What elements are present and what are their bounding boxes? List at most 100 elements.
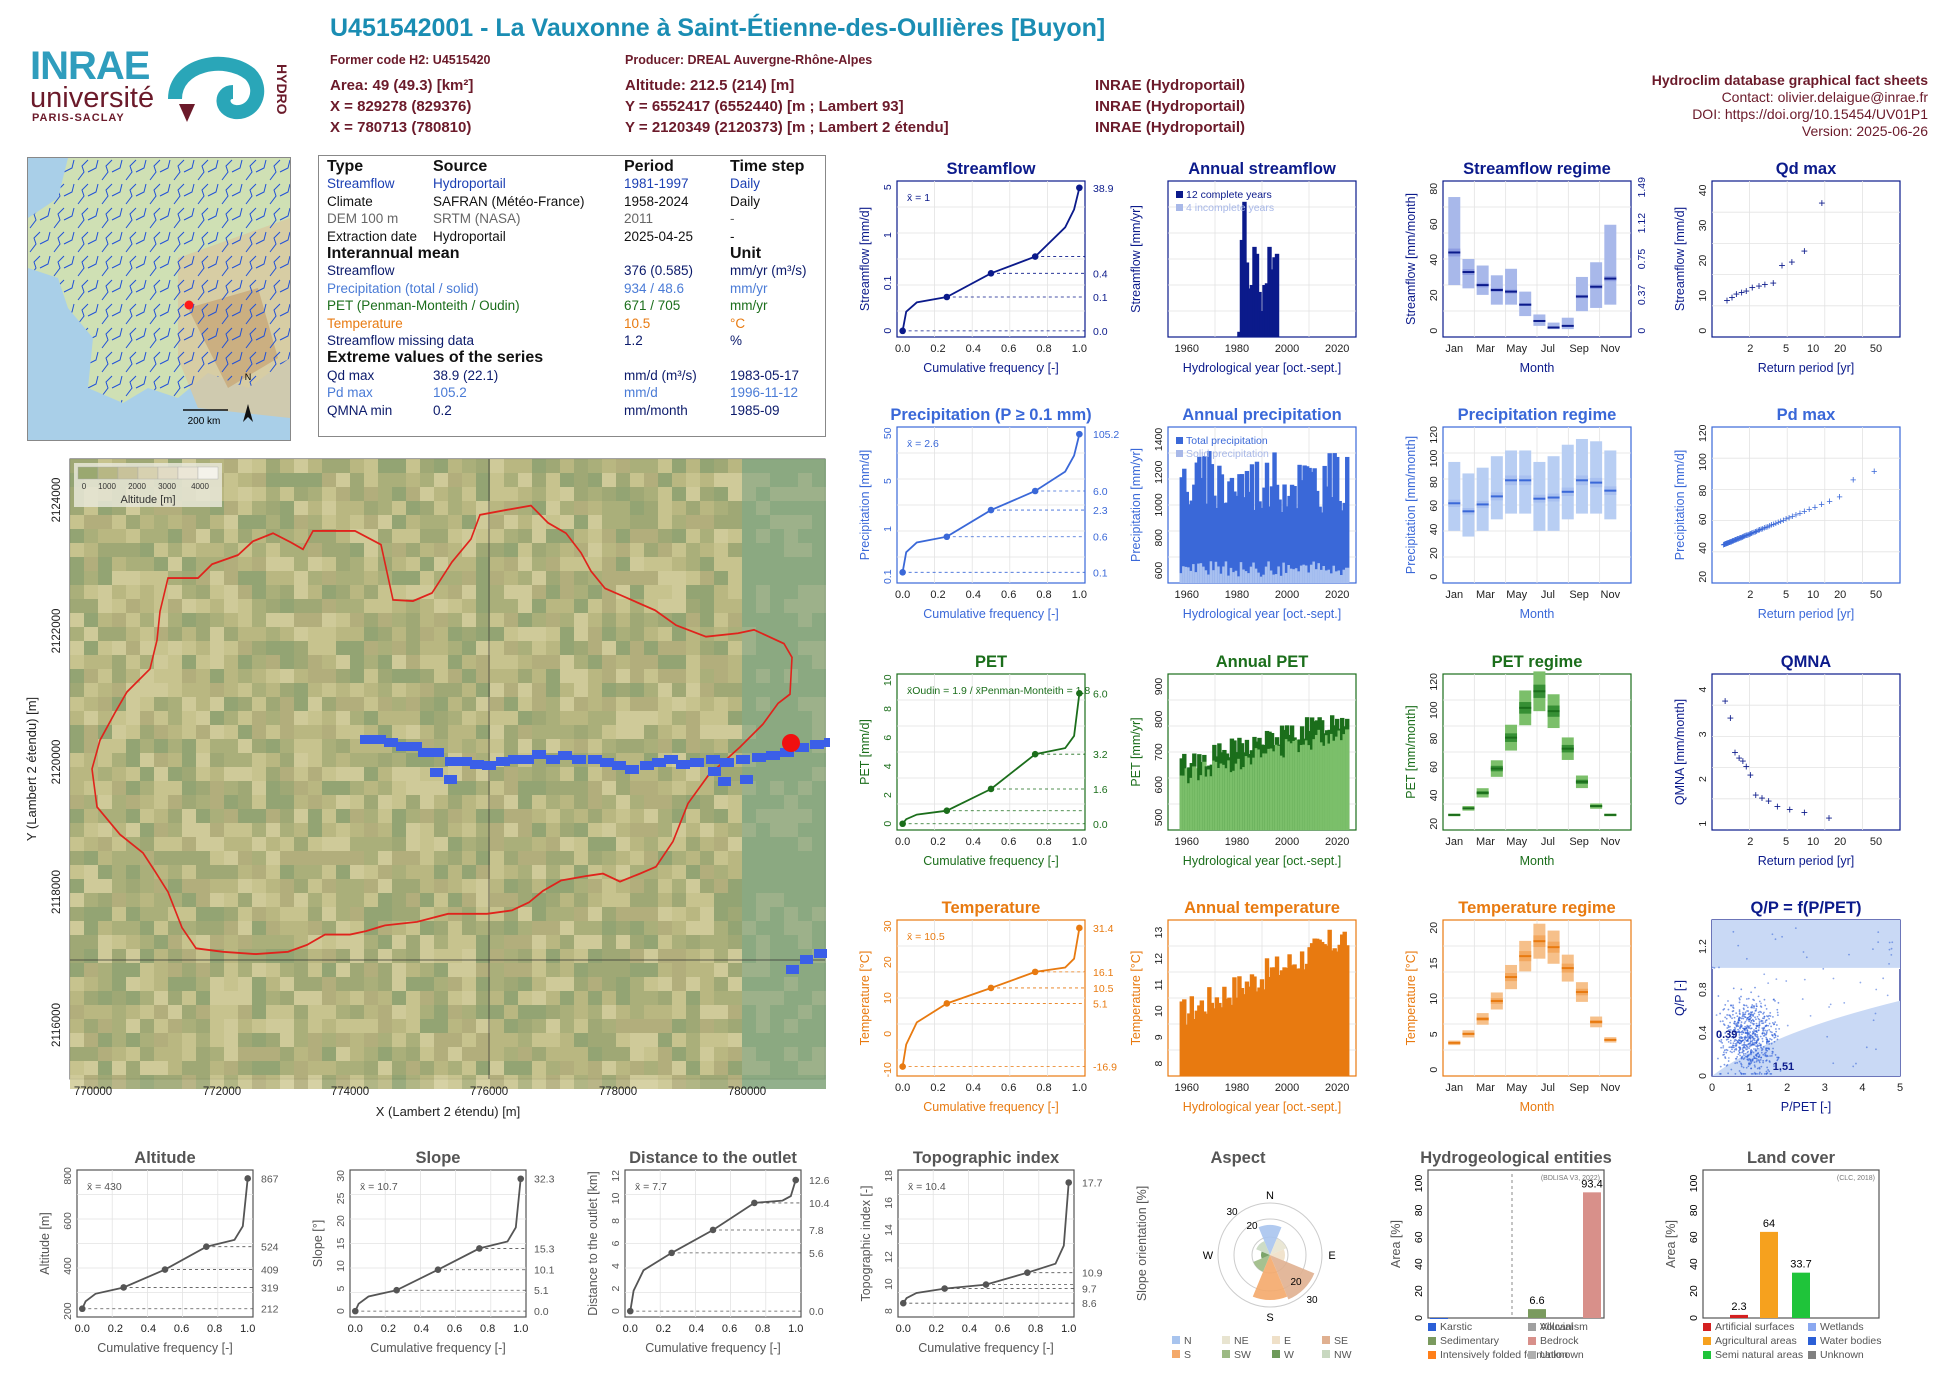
right-tick-label: 1.6 (1093, 784, 1108, 796)
x-tick-label: 10 (1807, 343, 1819, 355)
y-tick-label: 0 (1428, 328, 1440, 334)
qp-point (1776, 1011, 1779, 1014)
qp-point (1755, 1005, 1758, 1007)
x-tick-label: 1960 (1175, 343, 1199, 355)
x-tick-label: 2000 (1275, 836, 1299, 848)
y-axis-label: Distance to the outlet [km] (586, 1171, 600, 1316)
y-tick-label: 5 (335, 1286, 347, 1292)
qp-point (1747, 1065, 1750, 1068)
category-legend-label: Volcanism (1540, 1321, 1588, 1333)
table-row: Temperature 10.5 °C (327, 315, 812, 332)
area: Area: 49 (49.3) [km²] (330, 77, 474, 94)
qp-point (1745, 957, 1748, 960)
y-tick-label: 5 (882, 478, 894, 484)
version: Version: 2025-06-26 (1801, 123, 1928, 139)
qp-point (1777, 1001, 1780, 1004)
qp-point (1729, 1042, 1732, 1045)
aspect-legend-swatch (1322, 1336, 1330, 1344)
qp-point (1801, 998, 1804, 1000)
terrain-cell (560, 473, 574, 487)
qp-point (1757, 995, 1760, 998)
qp-point (1745, 1040, 1748, 1042)
universite-logo: université (30, 82, 155, 114)
qp-point (1746, 1031, 1749, 1034)
qp-point (1759, 1043, 1762, 1046)
qp-point (1771, 1021, 1774, 1024)
north-label: N (245, 372, 252, 382)
terrain-cell (490, 473, 504, 487)
inrae-logo: INRAE (30, 44, 150, 88)
cell: 2011 (624, 211, 654, 227)
qp-point (1738, 1036, 1741, 1039)
qp-point (1743, 1022, 1746, 1024)
qp-point (1748, 1062, 1750, 1065)
cell: QMNA min (327, 402, 393, 418)
right-tick-label: 17.7 (1082, 1178, 1103, 1190)
qp-point (1751, 1059, 1753, 1062)
fact-sheet-info: Hydroclim database graphical fact sheets… (1652, 72, 1928, 140)
terrain-cell (434, 473, 448, 487)
ring-label: 20 (1290, 1277, 1302, 1288)
qp-point (1890, 953, 1893, 956)
x-tick-label: 1.0 (788, 1323, 803, 1335)
qp-point (1768, 1017, 1770, 1020)
qp-point (1732, 930, 1735, 933)
right-tick-label: 0.37 (1636, 285, 1648, 306)
qp-point (1742, 1011, 1744, 1014)
qp-point (1776, 1035, 1779, 1038)
qp-point (1747, 1040, 1749, 1043)
cell: Extraction date (327, 228, 418, 244)
y-tick-label: 500 (1153, 809, 1165, 827)
qp-point (1719, 1012, 1722, 1015)
right-tick-label: 0.0 (1093, 819, 1108, 831)
x-tick-label: 0.2 (381, 1323, 396, 1335)
source-label: (CLC, 2018) (1837, 1175, 1875, 1182)
y-tick-label: 0 (1428, 574, 1440, 580)
page-title: U451542001 - La Vauxonne à Saint-Étienne… (330, 14, 1106, 42)
x-tick-label: 1 (1747, 1082, 1753, 1094)
terrain-cell (294, 459, 308, 473)
qp-point (1758, 1013, 1761, 1016)
cell: Daily (730, 193, 761, 209)
qp-point (1732, 1009, 1735, 1012)
right-tick-label: 38.9 (1093, 183, 1114, 195)
right-tick-label: 0.75 (1636, 249, 1648, 270)
x-tick-label: 0 (1709, 1082, 1715, 1094)
qp-point (1766, 1055, 1769, 1058)
qp-point (1763, 1032, 1766, 1034)
terrain-cell (434, 459, 448, 473)
y-tick-label: 0 (882, 821, 894, 827)
qp-point (1761, 1022, 1763, 1025)
y-tick-label: 0 (335, 1308, 347, 1314)
qp-point (1745, 1045, 1748, 1048)
category-bar (1792, 1272, 1810, 1318)
qp-point (1762, 1059, 1765, 1062)
qp-point (1752, 1015, 1755, 1017)
y-tick-label: 40 (1428, 254, 1440, 266)
return-point: + (1727, 711, 1734, 725)
chart-title: Temperature (942, 899, 1041, 917)
qp-point (1762, 1034, 1765, 1037)
y-axis-label: PET [mm/d] (858, 719, 872, 785)
x-tick-label: 0.0 (895, 343, 910, 355)
y-tick-label: 8 (883, 1308, 895, 1314)
x-tick-label: 0.8 (207, 1323, 222, 1335)
qp-point (1786, 1024, 1789, 1027)
qp-point (1769, 1012, 1772, 1014)
qp-point (1752, 1043, 1755, 1046)
qp-point (1776, 1056, 1779, 1059)
compass-label: E (1328, 1250, 1335, 1262)
qp-point (1877, 941, 1880, 944)
qp-point (1875, 988, 1878, 991)
qp-point (1744, 1052, 1747, 1055)
terrain-cell (350, 459, 364, 473)
hydro-logo-icon: HYDRO (168, 56, 290, 122)
terrain-cell (658, 473, 672, 487)
right-tick-label: 0.6 (1093, 532, 1108, 544)
qp-point (1727, 1041, 1730, 1043)
qp-point (1750, 1005, 1753, 1008)
qp-point (1758, 1060, 1761, 1062)
x-tick-label: 50 (1870, 343, 1882, 355)
x-axis-label: Cumulative frequency [-] (918, 1341, 1053, 1355)
terrain-cell (252, 459, 266, 473)
